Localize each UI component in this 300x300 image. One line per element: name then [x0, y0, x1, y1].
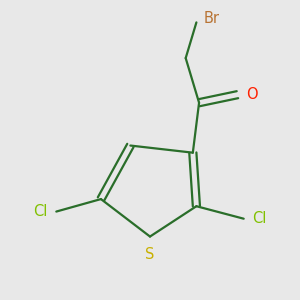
Text: S: S — [145, 247, 155, 262]
Text: Cl: Cl — [33, 204, 47, 219]
Text: O: O — [246, 87, 258, 102]
Text: Br: Br — [203, 11, 220, 26]
Text: Cl: Cl — [253, 211, 267, 226]
